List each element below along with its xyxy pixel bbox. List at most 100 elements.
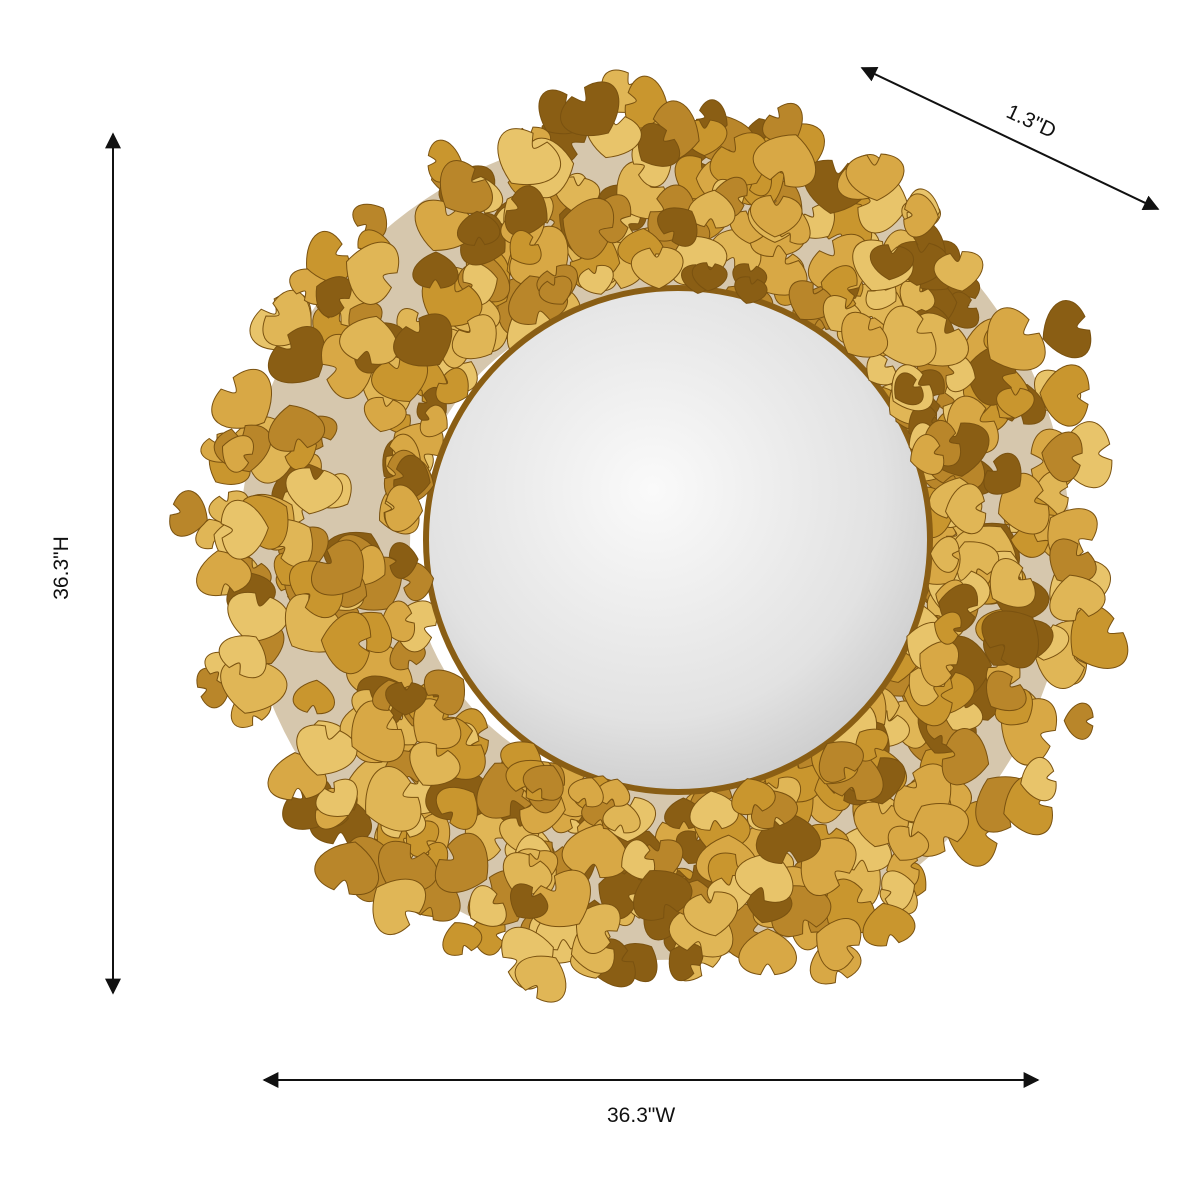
leaf-ornament	[509, 230, 542, 265]
leaf-ornament	[687, 189, 736, 229]
leaf-ornament	[385, 681, 427, 716]
leaf-ornament	[220, 499, 269, 560]
leaf-ornament	[419, 404, 448, 438]
leaf-ornament	[434, 832, 489, 893]
leaf-ornament	[1042, 300, 1092, 359]
leaf-ornament	[365, 766, 422, 832]
leaf-ornament	[169, 490, 208, 537]
leaf-ornament	[633, 870, 693, 921]
leaf-ornament	[749, 195, 803, 238]
leaf-ornament	[345, 241, 400, 305]
leaf-ornament	[560, 81, 620, 137]
leaf-ornament	[738, 928, 797, 976]
leaf-ornament	[311, 539, 364, 596]
leaf-ornament	[668, 943, 704, 982]
leaf-ornament	[457, 210, 501, 246]
leaf-ornament	[388, 542, 419, 579]
leaf-ornament	[577, 264, 614, 295]
leaf-ornament	[1049, 574, 1106, 622]
leaf-ornament	[631, 246, 684, 290]
leaf-ornament	[983, 452, 1022, 495]
leaf-ornament	[1041, 431, 1083, 483]
leaf-ornament	[734, 853, 794, 903]
leaf-ornament	[818, 741, 864, 783]
leaf-ornament	[816, 918, 862, 971]
leaf-ornament	[267, 326, 326, 384]
leaf-ornament	[352, 203, 388, 239]
leaf-ornament	[887, 825, 930, 861]
leaf-ornament	[562, 197, 615, 260]
leaf-ornament	[351, 700, 405, 763]
leaf-ornament	[1039, 364, 1090, 427]
leaf-ornament	[372, 878, 426, 936]
leaf-ornament	[378, 840, 438, 894]
inner-leaves	[383, 246, 987, 834]
leaf-ornament	[268, 404, 326, 452]
leaf-ornament	[944, 483, 987, 535]
leaf-ornament	[315, 276, 352, 318]
leaf-ornament	[1020, 757, 1057, 802]
leaf-ornament	[731, 778, 776, 816]
leaf-ornament	[196, 550, 252, 596]
leaf-ornament	[320, 611, 372, 675]
leaf-ornament	[296, 724, 358, 776]
leaf-ornament	[371, 354, 428, 403]
mirror-glass	[423, 285, 933, 795]
leaf-ornament	[292, 679, 335, 715]
leaf-ornament	[1049, 538, 1097, 584]
leaf-ornament	[502, 852, 553, 896]
leaf-ornament	[538, 275, 573, 305]
leaf-ornament	[691, 262, 728, 292]
leaf-ornament	[363, 397, 407, 433]
leaf-ornament	[602, 801, 641, 834]
leaf-ornament	[899, 279, 936, 313]
leaf-ornament	[986, 307, 1046, 371]
leaf-ornament	[222, 435, 254, 473]
leaf-ornament	[941, 727, 990, 786]
leaf-ornament	[435, 367, 469, 405]
leaf-ornament	[986, 670, 1027, 712]
leaf-ornament	[1063, 702, 1094, 740]
leaf-ornament	[412, 251, 459, 289]
leaf-ornament	[989, 558, 1036, 608]
leaf-ornament	[409, 741, 461, 786]
leaf-ornament	[981, 610, 1039, 669]
leaf-ornament	[442, 922, 483, 956]
leaf-ornament	[218, 635, 267, 679]
leaf-ornament	[314, 841, 380, 896]
leaf-ornament	[567, 777, 604, 808]
leaf-ornament	[933, 611, 962, 645]
leaf-ornament	[996, 387, 1035, 419]
leaf-ornament	[393, 313, 453, 367]
leaf-ornament	[933, 251, 984, 292]
leaf-ornament	[1070, 604, 1129, 669]
leaf-ornament	[285, 467, 343, 515]
leaf-ornament	[439, 160, 493, 214]
leaf-ornament	[315, 778, 358, 817]
leaf-ornament	[881, 870, 916, 911]
leaf-ornament	[497, 128, 561, 185]
leaf-ornament	[575, 903, 621, 954]
leaf-ornament	[510, 883, 549, 919]
leaf-ornament	[211, 368, 273, 429]
leaf-ornament	[894, 372, 924, 406]
height-label: 36.3"H	[49, 536, 73, 600]
leaf-ornament	[762, 102, 803, 142]
leaf-ornament	[683, 891, 739, 937]
leaf-ornament	[451, 314, 497, 360]
leaf-ornament	[637, 122, 681, 167]
leaf-ornament	[435, 786, 478, 830]
leaf-ornament	[514, 955, 567, 1003]
leaf-ornament	[929, 536, 960, 573]
leaf-ornament	[881, 305, 937, 367]
depth-arrow	[860, 66, 1160, 211]
leaf-ornament	[469, 885, 507, 927]
leaf-ornament	[734, 276, 768, 304]
leaf-ornament	[862, 902, 916, 947]
leaf-ornament	[910, 434, 945, 475]
width-label: 36.3"W	[607, 1104, 676, 1127]
leaf-ornament	[657, 207, 698, 247]
leaf-ornament	[752, 134, 817, 188]
leaf-ornament	[384, 484, 424, 532]
